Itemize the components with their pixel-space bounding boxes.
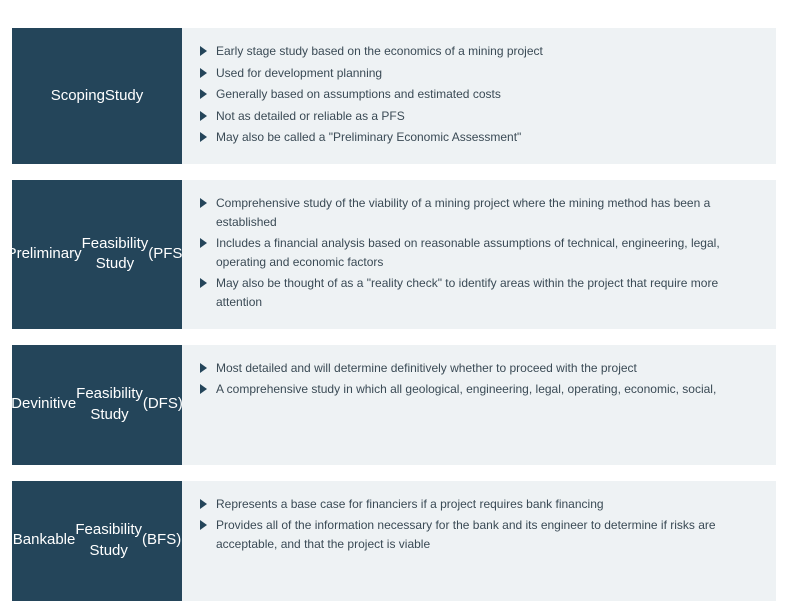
- bullet-item: A comprehensive study in which all geolo…: [200, 380, 762, 399]
- study-content-scoping: Early stage study based on the economics…: [182, 28, 776, 164]
- study-label-line: Study: [105, 86, 143, 106]
- bullet-item: Used for development planning: [200, 64, 762, 83]
- study-row-bfs: BankableFeasibility Study(BFS) Represents…: [12, 481, 776, 601]
- study-row-dfs: DevinitiveFeasibility Study(DFS) Most det…: [12, 345, 776, 465]
- study-label-line: Bankable: [13, 530, 76, 550]
- bullet-item: May also be thought of as a "reality che…: [200, 274, 762, 311]
- study-list: ScopingStudy Early stage study based on t…: [12, 28, 776, 601]
- study-label-line: Feasibility Study: [82, 234, 149, 275]
- bullet-item: Not as detailed or reliable as a PFS: [200, 107, 762, 126]
- study-label-pfs: PreliminaryFeasibility Study(PFS): [12, 180, 182, 329]
- study-label-bfs: BankableFeasibility Study(BFS): [12, 481, 182, 601]
- bullet-item: Most detailed and will determine definit…: [200, 359, 762, 378]
- study-label-line: (BFS): [142, 530, 181, 550]
- study-label-line: (DFS): [143, 394, 183, 414]
- study-content-pfs: Comprehensive study of the viability of …: [182, 180, 776, 329]
- bullet-list: Early stage study based on the economics…: [200, 42, 762, 147]
- study-label-scoping: ScopingStudy: [12, 28, 182, 164]
- study-label-line: Scoping: [51, 86, 105, 106]
- study-label-line: Feasibility Study: [76, 384, 143, 425]
- study-row-scoping: ScopingStudy Early stage study based on t…: [12, 28, 776, 164]
- bullet-item: Represents a base case for financiers if…: [200, 495, 762, 514]
- bullet-item: Comprehensive study of the viability of …: [200, 194, 762, 231]
- bullet-item: Generally based on assumptions and estim…: [200, 85, 762, 104]
- bullet-item: Includes a financial analysis based on r…: [200, 234, 762, 271]
- study-content-bfs: Represents a base case for financiers if…: [182, 481, 776, 601]
- study-label-line: Devinitive: [11, 394, 76, 414]
- study-label-line: Preliminary: [7, 244, 82, 264]
- bullet-list: Represents a base case for financiers if…: [200, 495, 762, 554]
- bullet-item: Early stage study based on the economics…: [200, 42, 762, 61]
- study-content-dfs: Most detailed and will determine definit…: [182, 345, 776, 465]
- study-row-pfs: PreliminaryFeasibility Study(PFS) Compreh…: [12, 180, 776, 329]
- bullet-item: May also be called a "Preliminary Econom…: [200, 128, 762, 147]
- bullet-item: Provides all of the information necessar…: [200, 516, 762, 553]
- study-label-dfs: DevinitiveFeasibility Study(DFS): [12, 345, 182, 465]
- bullet-list: Most detailed and will determine definit…: [200, 359, 762, 399]
- study-label-line: Feasibility Study: [75, 520, 142, 561]
- bullet-list: Comprehensive study of the viability of …: [200, 194, 762, 312]
